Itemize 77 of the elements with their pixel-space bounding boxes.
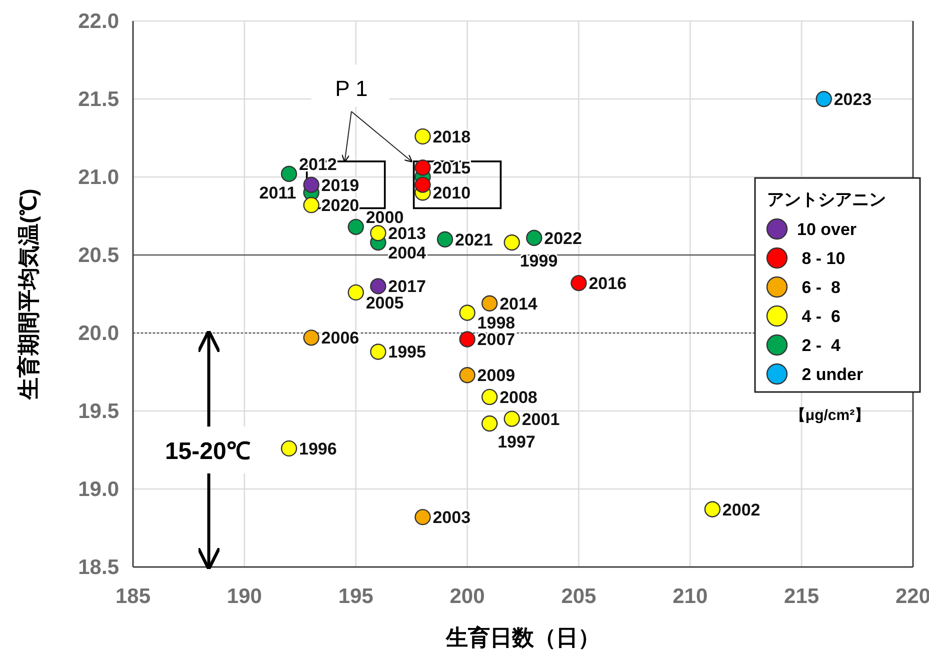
annotation: 1999 — [520, 252, 558, 271]
y-tick-label: 21.5 — [78, 88, 120, 111]
point — [481, 415, 498, 432]
legend-label: 2 - 4 — [797, 336, 842, 355]
annotation: 2011 — [259, 184, 296, 203]
point — [303, 176, 320, 193]
annotation: 2019 — [321, 176, 360, 195]
point — [370, 278, 386, 294]
x-axis-title: 生育日数（日） — [445, 625, 600, 650]
y-tick-label: 20.0 — [78, 322, 119, 345]
annotation: 2008 — [500, 388, 538, 407]
annotation: 2001 — [522, 410, 560, 429]
annotation: 1996 — [299, 439, 337, 458]
legend-label: 10 over — [797, 220, 857, 239]
annotation: 1995 — [388, 342, 426, 362]
point — [414, 128, 431, 145]
annotation: 2009 — [477, 366, 516, 386]
y-tick-label: 21.0 — [78, 166, 119, 189]
legend-label: 4 - 6 — [797, 307, 840, 326]
annotation: 2021 — [455, 230, 493, 250]
x-tick-label: 185 — [115, 585, 151, 608]
point — [370, 225, 386, 242]
point — [504, 234, 520, 251]
annotation: 2014 — [500, 294, 538, 314]
point — [481, 295, 498, 312]
annotation: 1998 — [477, 314, 516, 333]
x-tick-label: 205 — [561, 585, 597, 608]
annotation: 2018 — [432, 127, 471, 146]
y-axis-title: 生育期間平均気温(℃) — [16, 188, 41, 400]
point — [280, 440, 298, 457]
point — [570, 274, 587, 292]
point — [348, 218, 364, 236]
x-tick-label: 210 — [672, 585, 708, 608]
point — [414, 160, 431, 176]
point — [436, 231, 454, 248]
legend-label: 8 - 10 — [797, 249, 846, 268]
legend-label: 2 under — [797, 365, 864, 384]
annotation: 2002 — [722, 500, 760, 520]
x-tick-label: 200 — [450, 585, 485, 608]
point — [280, 166, 298, 182]
annotation: 2023 — [834, 90, 872, 109]
point — [303, 330, 320, 346]
y-tick-label: 18.5 — [78, 556, 120, 579]
point — [370, 344, 386, 360]
y-tick-label: 22.0 — [78, 10, 119, 33]
annotation: 2016 — [588, 274, 627, 294]
x-tick-label: 190 — [226, 585, 262, 608]
point — [459, 304, 476, 321]
x-tick-label: 215 — [784, 585, 820, 608]
annotation: 2015 — [432, 158, 471, 178]
annotation: P 1 — [335, 76, 368, 101]
annotation: 2003 — [432, 508, 471, 528]
point — [303, 196, 320, 214]
x-tick-label: 195 — [338, 585, 374, 608]
y-tick-label: 19.0 — [78, 478, 119, 501]
y-tick-label: 20.5 — [78, 244, 120, 267]
point — [526, 230, 542, 246]
annotation: 2000 — [366, 208, 404, 227]
point — [414, 176, 431, 193]
point — [459, 331, 476, 348]
point — [414, 508, 431, 526]
legend-label: 6 - 8 — [797, 278, 840, 297]
annotation: 2007 — [477, 330, 516, 350]
point — [481, 388, 498, 406]
annotation: 2013 — [388, 224, 426, 244]
y-tick-label: 19.5 — [78, 400, 120, 423]
annotation: 15-20℃ — [164, 438, 250, 465]
point — [348, 284, 364, 301]
annotation: 2010 — [432, 184, 471, 203]
point — [504, 410, 520, 427]
legend-title: アントシアニン — [767, 190, 886, 209]
point — [459, 367, 476, 384]
annotation: 【μg/cm²】 — [790, 407, 870, 424]
annotation: 2022 — [544, 228, 582, 248]
annotation: 1997 — [498, 432, 536, 452]
point — [704, 501, 721, 518]
annotation: 2006 — [321, 328, 360, 348]
